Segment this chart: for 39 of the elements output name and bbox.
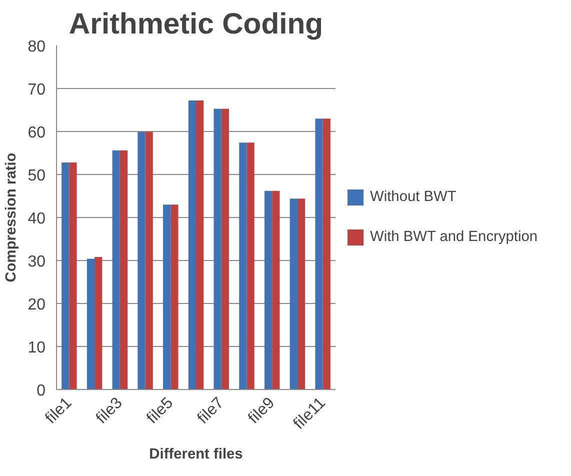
x-axis-title: Different files [149,446,243,463]
bar [246,142,254,390]
bar [112,150,120,390]
bar [145,132,153,390]
bar [138,132,146,390]
bar [221,108,229,390]
bar [120,150,128,390]
bar [170,204,178,390]
bar [290,198,298,390]
y-tick-label: 50 [28,168,46,184]
y-tick-label: 20 [28,296,46,314]
bar [163,204,171,390]
bar [69,162,77,390]
bar [86,258,95,390]
bar [322,118,330,390]
y-tick-label: 80 [28,38,46,56]
x-tick-label: file3 [93,394,126,428]
chart-title: Arithmetic Coding [68,8,324,40]
x-tick-label: file9 [245,394,278,428]
bar [196,100,204,390]
bar [188,100,196,390]
y-tick-label: 60 [28,124,46,142]
bar [94,257,102,390]
y-tick-label: 70 [28,82,46,98]
y-tick-label: 30 [28,254,46,270]
bar [264,190,272,390]
bar [62,162,70,390]
legend-label: With BWT and Encryption [370,229,538,245]
bar [297,198,306,390]
y-axis-title: Compression ratio [4,152,20,282]
legend-label: Without BWT [370,189,456,205]
bar [315,118,323,390]
y-tick-label: 10 [28,340,46,356]
x-tick-label: file7 [194,394,228,428]
bar [239,142,247,390]
bar [272,190,280,390]
y-tick-label: 40 [28,210,46,228]
x-tick-label: file5 [144,394,177,428]
bar [214,108,222,390]
